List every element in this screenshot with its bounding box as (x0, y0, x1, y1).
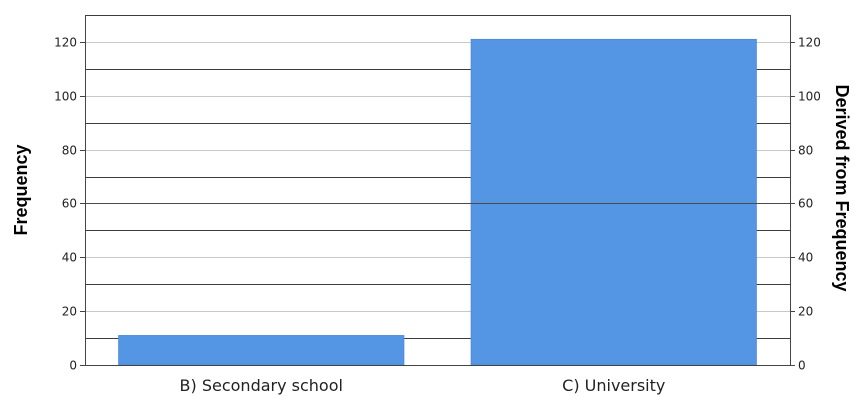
y-tick-label: 20 (62, 305, 77, 319)
y-axis-title: Frequency (11, 144, 31, 235)
bar (118, 335, 405, 366)
y-tick-label-right: 20 (798, 305, 813, 319)
y-tick-label-right: 40 (798, 251, 813, 265)
y-axis-title-right: Derived from Frequency (832, 84, 852, 291)
left-tick-labels: 0 20 40 60 80 100 120 (54, 36, 77, 373)
x-tick-label: B) Secondary school (180, 376, 343, 395)
axes (80, 15, 795, 366)
y-tick-label-right: 100 (798, 90, 821, 104)
right-tick-labels: 0 20 40 60 80 100 120 (798, 36, 821, 373)
y-tick-label: 40 (62, 251, 77, 265)
y-tick-label: 100 (54, 90, 77, 104)
category-labels: B) Secondary school C) University (180, 376, 666, 395)
bars (118, 38, 757, 366)
y-tick-label: 80 (62, 144, 77, 158)
y-tick-label: 0 (69, 359, 77, 373)
x-tick-label: C) University (562, 376, 665, 395)
y-tick-label-right: 80 (798, 144, 813, 158)
y-tick-label-right: 120 (798, 36, 821, 50)
bar (470, 38, 757, 366)
y-tick-label: 60 (62, 197, 77, 211)
y-tick-label-right: 0 (798, 359, 806, 373)
y-tick-label: 120 (54, 36, 77, 50)
y-tick-label-right: 60 (798, 197, 813, 211)
